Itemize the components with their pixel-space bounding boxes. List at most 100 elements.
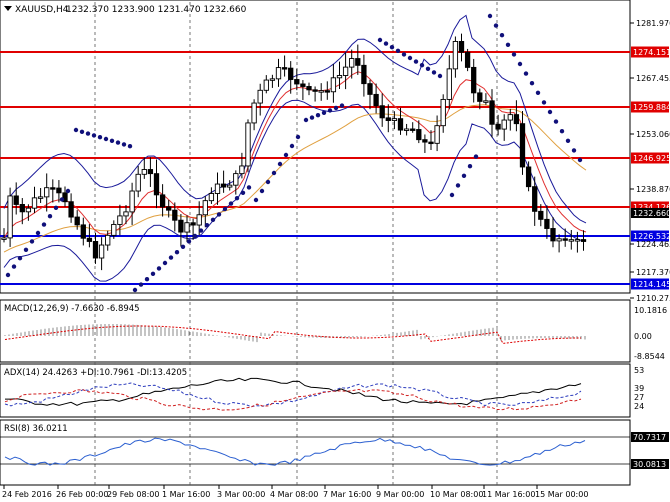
bearish-candle [147,169,154,175]
bullish-candle [349,58,355,68]
sar-dot [162,260,168,266]
bullish-candle [446,68,452,100]
bullish-candle [330,77,337,93]
sar-dot [53,205,59,210]
bearish-candle [361,64,367,85]
macd-tick: 0.00 [634,332,652,341]
sar-dot [395,48,401,53]
bearish-candle [172,209,178,221]
sar-dot [73,127,79,133]
sar-dot [174,250,180,255]
bullish-candle [336,75,343,79]
sar-dot [383,41,389,46]
bullish-candle [483,100,489,103]
sar-dot [303,117,309,123]
candlesticks [1,33,587,271]
sar-dot [541,100,547,105]
bearish-candle [166,206,172,211]
bearish-candle [281,67,288,70]
bearish-candle [373,93,379,107]
time-label: 10 Mar 08:00 [430,490,483,499]
macd-tick: -8.8544 [634,352,665,361]
bullish-candle [196,214,202,226]
chevron-down-icon[interactable] [4,6,12,11]
price-tick-label: 1217.370 [636,268,670,277]
bearish-candle [288,67,294,80]
sar-dot [529,81,535,86]
sar-dot [5,272,11,278]
bullish-candle [129,190,135,213]
bullish-candle [263,79,269,91]
bullish-candle [227,184,233,188]
sar-dot [240,190,246,195]
bearish-candle [153,173,160,196]
sar-dot [35,230,41,236]
level-label: 1226.532 [633,232,670,241]
rsi-panel[interactable] [0,419,631,486]
sar-dot [204,223,210,228]
sar-dot [309,115,315,120]
adx-panel[interactable] [0,363,631,418]
sar-dot [339,103,345,108]
sar-dot [571,148,577,153]
bullish-candle [269,78,276,81]
price-tick-label: 1238.870 [636,185,670,194]
bullish-candle [507,114,513,121]
macd-histogram [4,324,586,344]
sar-dot [413,59,419,64]
sar-dot [511,52,517,57]
bullish-candle [574,239,581,242]
rsi-lower-label-bg [631,459,669,469]
time-label: 9 Mar 00:00 [376,490,424,499]
horizontal-levels: 1274.151 1259.884 1246.925 1234.126 1226.532… [0,46,670,290]
sar-dot [17,256,23,261]
sar-dot [505,42,511,47]
sar-dot [29,239,35,244]
bollinger-lower [3,99,587,282]
level-label-bg [631,152,669,164]
indicator-overlays [3,14,587,282]
bearish-candle [74,216,80,226]
sar-dot [11,264,17,269]
sar-dot [401,52,407,57]
sar-dot [65,188,71,194]
sar-dot [144,277,150,282]
time-label: 24 Feb 2016 [2,490,52,499]
sar-dot [109,138,115,143]
adx-plus-di [4,382,582,408]
sar-dot [253,197,259,203]
bearish-candle [68,201,74,218]
bearish-candle [367,83,373,95]
sar-dot [97,135,103,140]
bullish-candle [202,200,208,216]
sar-dot [321,110,327,116]
current-price-label: 1232.660 [633,209,670,218]
sar-dot [327,108,333,113]
time-label: 7 Mar 16:00 [323,490,371,499]
sar-dot [283,152,289,158]
parabolic-sar [5,13,583,293]
bullish-candle [251,102,257,124]
bearish-candle [495,123,501,130]
sar-dot [168,255,174,260]
bullish-candle [7,195,13,239]
bearish-candle [477,92,483,102]
macd-axis: 10.1816 0.00 -8.8544 [634,306,667,361]
price-tick-label: 1267.455 [636,74,670,83]
price-tick-label: 1224.465 [636,240,670,249]
time-label: 15 Mar 00:00 [535,490,588,499]
symbol-label: XAUUSD,H4 [15,5,69,15]
level-label-bg [631,201,669,213]
adx-label: ADX(14) 24.4263 +DI:10.7961 -DI:13.4205 [4,368,187,378]
bullish-candle [501,119,507,130]
bearish-candle [550,228,556,242]
sar-dot [150,271,156,276]
sar-dot [553,119,559,124]
sar-dot [277,161,283,167]
sar-dot [419,62,425,68]
rsi-axis: 70.7317 30.0813 [631,432,669,469]
bearish-candle [19,204,25,213]
bearish-candle [56,187,62,194]
sar-dot [47,214,53,219]
